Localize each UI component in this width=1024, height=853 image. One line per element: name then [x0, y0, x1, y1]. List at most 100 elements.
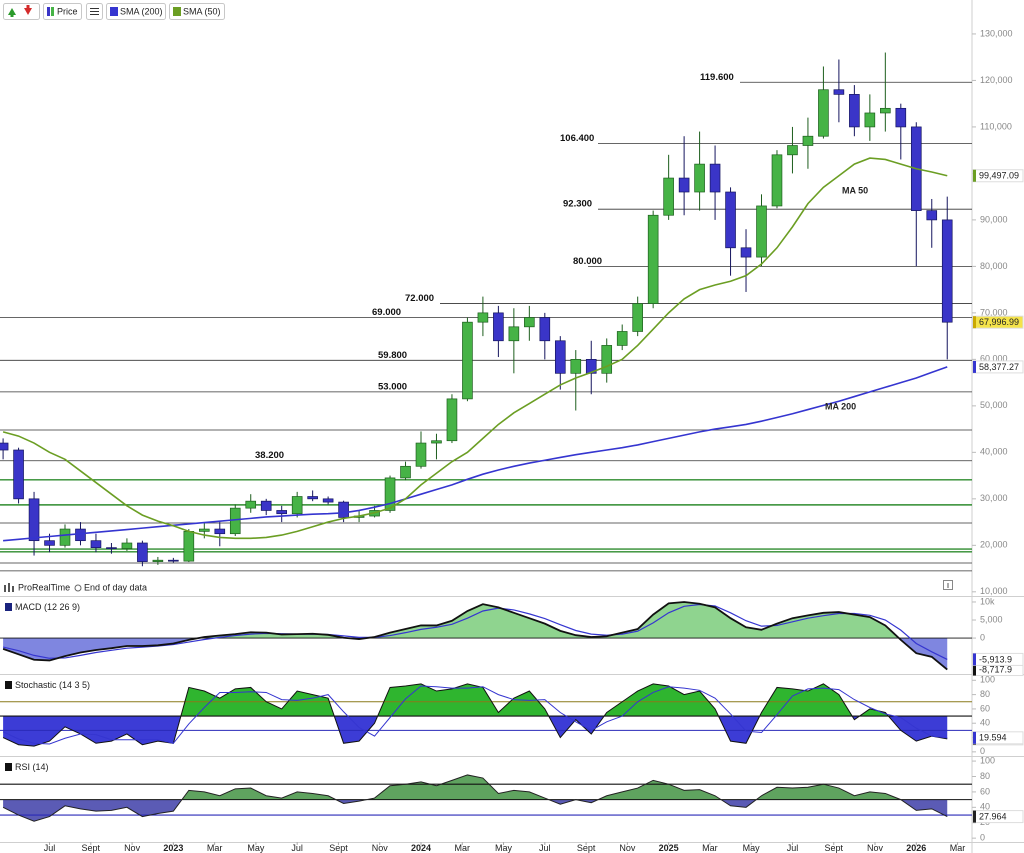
- candle-body: [307, 496, 318, 500]
- sma200-button[interactable]: [106, 3, 166, 20]
- candle-body: [539, 317, 551, 342]
- panel: [0, 683, 972, 747]
- x-tick-label: Nov: [867, 843, 884, 853]
- candle-body: [554, 340, 566, 374]
- candle-body: [601, 345, 613, 374]
- candle-body: [260, 500, 272, 511]
- y-tick-label: 60,000: [980, 354, 1008, 364]
- indicator-swatch: [5, 603, 12, 611]
- toolbar: Price SMA (200) SMA (50): [3, 3, 225, 20]
- candle-body: [338, 501, 349, 518]
- up-arrow-icon: [10, 14, 14, 17]
- candle-body: [245, 500, 257, 509]
- oscillator-area: [3, 799, 948, 822]
- candle-body: [183, 531, 195, 562]
- y-tick-label: 50,000: [980, 400, 1008, 410]
- candle-body: [446, 398, 458, 442]
- y-tick-label: 100: [980, 675, 995, 685]
- y-tick-label: 10,000: [980, 586, 1008, 596]
- value-tag-marker: [973, 731, 976, 744]
- y-tick-label: 80,000: [980, 261, 1008, 271]
- status-icon: [74, 584, 82, 592]
- histogram-area: [3, 638, 948, 670]
- value-tag-marker: [973, 663, 976, 676]
- candle-body: [291, 496, 303, 515]
- panel: [0, 601, 972, 671]
- oscillator-area: [3, 716, 948, 747]
- level-label: 92.300: [563, 199, 592, 210]
- candle-body: [663, 177, 674, 216]
- indicator-title: RSI (14): [15, 762, 49, 772]
- y-tick-label: 120,000: [980, 75, 1013, 85]
- x-tick-label: Jul: [44, 843, 56, 853]
- candle-body: [895, 107, 907, 128]
- x-tick-label: Mar: [207, 843, 223, 853]
- moving-average: [3, 366, 948, 542]
- x-tick-label: Mar: [702, 843, 718, 853]
- sma50-button[interactable]: [169, 3, 225, 20]
- y-tick-label: 40,000: [980, 447, 1008, 457]
- candle-body: [709, 163, 721, 193]
- x-tick-label: 2026: [906, 843, 926, 853]
- footer: ProRealTime End of day data: [4, 580, 953, 592]
- brand-icon: [4, 585, 6, 592]
- value-tag-marker: [973, 360, 976, 373]
- candle-body: [740, 247, 752, 258]
- y-tick-label: 130,000: [980, 28, 1013, 38]
- y-tick-label: 100: [980, 755, 995, 765]
- level-label: 59.800: [378, 350, 407, 361]
- candle-body: [415, 442, 427, 467]
- candle-body: [771, 154, 783, 207]
- y-tick-label: 80: [980, 771, 990, 781]
- y-tick-label: 20,000: [980, 540, 1008, 550]
- candle-body: [493, 312, 504, 342]
- candle-body: [168, 559, 179, 562]
- candle-body: [678, 177, 690, 193]
- candle-body: [384, 477, 396, 511]
- indicator-title: Stochastic (14 3 5): [15, 680, 90, 690]
- brand-icon: [12, 586, 14, 592]
- brand: ProRealTime: [18, 582, 70, 592]
- candle-body: [570, 359, 582, 374]
- x-tick-label: Nov: [372, 843, 389, 853]
- candle-body: [214, 528, 226, 535]
- level-label: 53.000: [378, 381, 407, 392]
- value-tag-label: -5,913.9: [979, 654, 1012, 664]
- candle-body: [787, 145, 798, 156]
- candle-body: [818, 89, 829, 137]
- level-label: 80.000: [573, 256, 602, 267]
- candle-body: [75, 528, 86, 542]
- x-tick-label: Sept: [577, 843, 596, 853]
- annotation: MA 200: [825, 401, 856, 411]
- y-tick-label: 5,000: [980, 614, 1003, 624]
- x-tick-label: Nov: [124, 843, 141, 853]
- oscillator-area: [3, 774, 948, 800]
- y-tick-label: 60: [980, 703, 990, 713]
- down-arrow-icon: [24, 8, 32, 15]
- indicator-line: [2, 774, 948, 822]
- y-tick-label: 10k: [980, 596, 995, 606]
- price-icon: [51, 7, 54, 16]
- candle-body: [802, 135, 814, 146]
- y-tick-label: 60: [980, 786, 990, 796]
- legend-swatch: [110, 7, 118, 16]
- arrows-button[interactable]: [3, 3, 40, 20]
- candle-body: [276, 510, 287, 515]
- brand-icon: [8, 583, 10, 592]
- legend-sma200: SMA (200): [120, 6, 163, 16]
- level-label: 106.400: [560, 133, 594, 144]
- candle-body: [229, 507, 241, 535]
- level-label: 38.200: [255, 450, 284, 461]
- candle-body: [90, 540, 102, 549]
- down-arrow-icon: [26, 5, 30, 8]
- level-label: 119.600: [700, 72, 734, 83]
- panel: [0, 774, 972, 822]
- y-tick-label: 40: [980, 802, 990, 812]
- candle-body: [524, 317, 535, 328]
- candle-body: [632, 303, 643, 332]
- level-label: 69.000: [372, 307, 401, 318]
- candle-body: [647, 214, 659, 304]
- candle-body: [833, 89, 845, 95]
